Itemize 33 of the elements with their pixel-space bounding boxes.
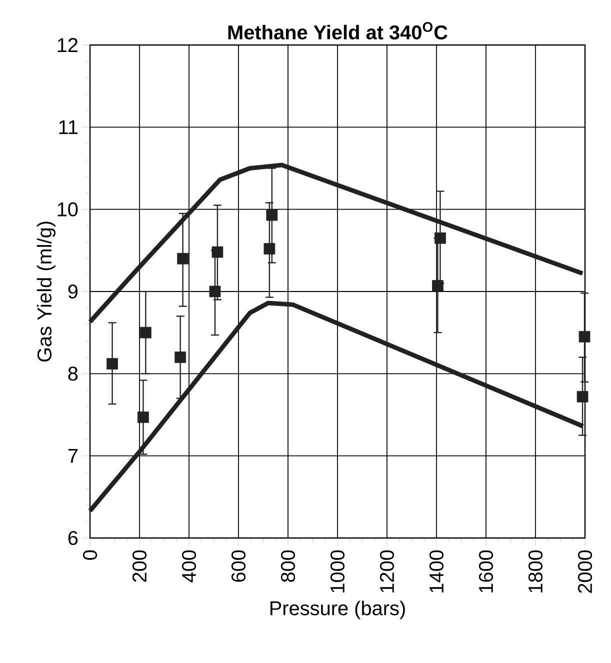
x-tick-label: 1600 [478, 550, 494, 592]
x-tick-label: 1000 [330, 550, 345, 592]
y-tick-label: 11 [59, 120, 78, 134]
point [140, 326, 152, 338]
line-series [88, 162, 585, 324]
point [578, 331, 590, 342]
x-tick-label: 200 [132, 550, 147, 582]
y-axis-title: Gas Yield (ml/g) [36, 222, 56, 362]
x-tick-label: 2000 [578, 550, 592, 593]
point [177, 252, 188, 264]
x-tick-label: 400 [182, 550, 196, 582]
y-tick-label: 8 [68, 366, 78, 381]
x-tick-label: 0 [82, 550, 98, 560]
point [264, 243, 276, 254]
y-tick-label: 7 [68, 448, 78, 463]
point [576, 390, 588, 402]
y-tick-label: 12 [58, 38, 78, 52]
chart-title: Methane Yield at 340$^{O}$C [228, 22, 448, 40]
point [174, 352, 186, 363]
x-tick-label: 800 [280, 550, 296, 582]
y-tick-label: 10 [58, 202, 78, 216]
point [209, 286, 221, 298]
point [138, 412, 149, 423]
x-tick-label: 600 [231, 550, 246, 582]
x-axis-title: Pressure (bars) [270, 600, 405, 620]
x-tick-label: 1400 [429, 550, 444, 592]
line-series [88, 300, 586, 514]
x-tick-label: 1200 [380, 550, 394, 592]
x-tick-label: 1800 [528, 550, 543, 592]
point [106, 358, 118, 370]
point [266, 209, 278, 221]
y-tick-label: 9 [68, 284, 78, 299]
y-tick-label: 6 [68, 530, 78, 546]
